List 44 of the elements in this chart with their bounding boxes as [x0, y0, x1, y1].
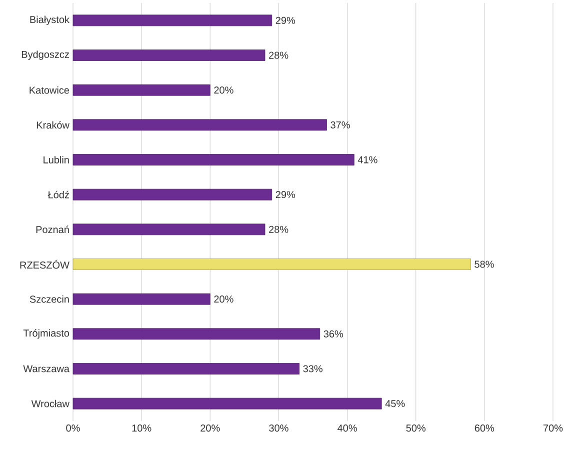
data-label: 45% [385, 400, 405, 408]
y-tick-label: Lublin [44, 156, 69, 164]
y-tick-label: Łódź [48, 190, 69, 198]
y-tick-label: Bydgoszcz [22, 50, 69, 60]
y-tick-label: Szczecin [30, 295, 69, 303]
data-label: 28% [269, 226, 288, 233]
x-tick-label: 50% [406, 424, 426, 432]
bar [72, 363, 300, 374]
data-label: 29% [276, 16, 296, 24]
data-label: 41% [358, 156, 378, 164]
data-label: 28% [269, 52, 288, 59]
y-tick-label: Trójmiasto [23, 329, 70, 339]
data-label: 29% [276, 191, 296, 198]
data-label: 58% [474, 260, 494, 268]
x-tick-label: 40% [338, 424, 357, 432]
x-tick-label: 10% [132, 424, 152, 432]
y-tick-label: Warszawa [23, 365, 70, 372]
bar [72, 293, 210, 305]
x-tick-label: 0% [66, 424, 80, 432]
y-tick-label: Białystok [30, 16, 70, 26]
x-tick-label: 60% [474, 424, 494, 432]
y-tick-label: Wrocław [31, 400, 70, 408]
bar [72, 119, 327, 131]
x-tick-label: 70% [543, 424, 563, 432]
bar [72, 224, 266, 236]
bar [72, 154, 354, 166]
bar [72, 188, 272, 200]
data-label: 20% [214, 86, 234, 94]
x-tick-label: 20% [200, 424, 220, 432]
data-label: 33% [303, 365, 322, 372]
y-tick-label: Poznań [36, 226, 69, 234]
data-label: 36% [324, 330, 344, 338]
y-tick-label: RZESZÓW [20, 260, 70, 269]
bar [72, 14, 272, 26]
data-label: 20% [214, 296, 234, 303]
bar [72, 50, 266, 61]
bar [72, 398, 382, 410]
bar [72, 258, 471, 270]
y-tick-label: Kraków [36, 121, 70, 129]
data-label: 37% [330, 121, 350, 128]
x-tick-label: 30% [269, 424, 288, 432]
y-tick-label: Katowice [30, 86, 70, 94]
bar [72, 328, 320, 340]
bar [72, 84, 210, 96]
